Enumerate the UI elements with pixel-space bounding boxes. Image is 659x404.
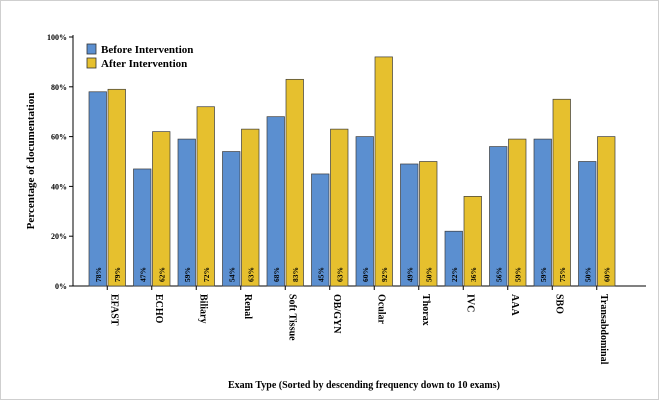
x-tick-label: Biliary: [197, 294, 208, 323]
data-label: 59%: [513, 267, 522, 282]
x-tick-label: IVC: [464, 294, 475, 312]
x-tick-label: Soft Tissue: [286, 294, 297, 341]
y-tick-label: 80%: [51, 83, 67, 92]
bar: [330, 128, 349, 287]
bar: [463, 196, 482, 287]
x-tick-label: ECHO: [153, 294, 164, 324]
x-tick-label: OB/GYN: [331, 294, 342, 334]
bar: [355, 136, 374, 287]
y-tick-label: 100%: [47, 33, 67, 42]
data-label: 92%: [380, 267, 389, 282]
bar: [508, 138, 527, 287]
data-label: 49%: [405, 267, 414, 282]
x-tick-label: Renal: [242, 294, 253, 319]
data-label: 63%: [335, 267, 344, 282]
bar: [241, 128, 260, 287]
data-label: 59%: [183, 267, 192, 282]
data-label: 54%: [227, 267, 236, 282]
bars: 78% 79% 47% 62% 59% 72% 54% 63% 68% 83% 45% 63% 60% 9…: [88, 56, 616, 287]
x-tick-label: EFAST: [108, 294, 119, 326]
bar: [597, 136, 616, 287]
x-tick-label: Ocular: [375, 294, 386, 325]
bar: [444, 230, 463, 287]
x-tick-label: AAA: [509, 294, 520, 316]
data-label: 63%: [246, 267, 255, 282]
bar: [222, 151, 241, 287]
data-label: 47%: [138, 267, 147, 282]
bar: [177, 138, 196, 287]
bar: [419, 161, 438, 287]
data-label: 79%: [113, 267, 122, 282]
bar: [578, 161, 597, 287]
data-label: 78%: [94, 267, 103, 282]
bar: [285, 78, 304, 287]
tick-labels: 0% 20% 40% 60% 80% 100% EFAST ECHO Biliary Renal S…: [47, 33, 609, 365]
bar: [311, 173, 330, 287]
bar: [400, 163, 419, 287]
bar: [133, 168, 152, 287]
x-tick-label: Thorax: [420, 294, 431, 326]
data-label: 59%: [539, 267, 548, 282]
y-tick-label: 20%: [51, 232, 67, 241]
bar: [107, 88, 126, 287]
data-label: 72%: [202, 267, 211, 282]
bar: [196, 106, 215, 287]
data-label: 83%: [291, 267, 300, 282]
legend-label-after: After Intervention: [101, 58, 187, 70]
y-tick-label: 0%: [55, 282, 67, 291]
bar: [374, 56, 393, 287]
data-label: 45%: [316, 267, 325, 282]
data-label: 62%: [157, 267, 166, 282]
y-tick-label: 40%: [51, 182, 67, 191]
legend-swatch-after: [86, 57, 97, 69]
x-tick-label: SBO: [553, 294, 564, 314]
x-axis-title: Exam Type (Sorted by descending frequenc…: [228, 380, 500, 391]
bar: [489, 146, 508, 287]
data-label: 68%: [272, 267, 281, 282]
x-tick-label: Transabdominal: [598, 294, 609, 365]
bar: [266, 116, 285, 287]
y-axis-title: Percentage of documentation: [25, 93, 37, 230]
legend: Before Intervention After Intervention: [86, 43, 193, 70]
data-label: 50%: [424, 267, 433, 282]
data-label: 60%: [361, 267, 370, 282]
bar: [533, 138, 552, 287]
bar: [552, 98, 571, 287]
data-label: 75%: [558, 267, 567, 282]
data-label: 50%: [583, 267, 592, 282]
y-tick-label: 60%: [51, 133, 67, 142]
bar: [88, 91, 107, 287]
bar: [152, 131, 171, 287]
data-label: 56%: [494, 267, 503, 282]
data-label: 60%: [602, 267, 611, 282]
legend-swatch-before: [86, 43, 97, 55]
data-label: 36%: [469, 267, 478, 282]
data-label: 22%: [450, 267, 459, 282]
legend-label-before: Before Intervention: [101, 44, 193, 56]
